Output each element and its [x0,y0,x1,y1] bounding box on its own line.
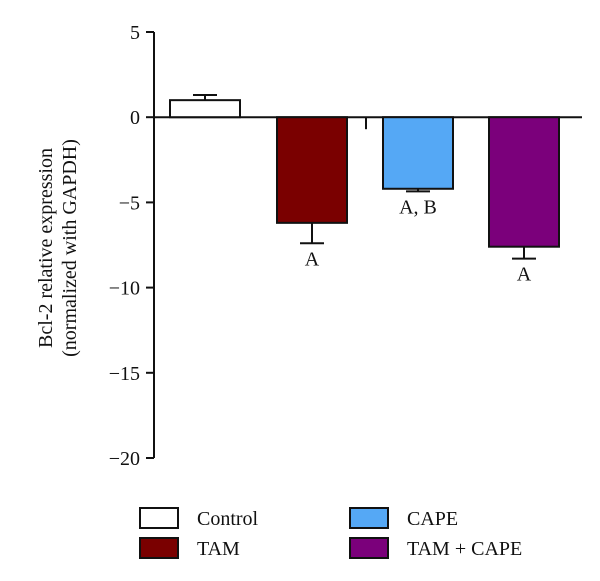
significance-label-2: A [305,248,320,270]
significance-label-4: A [517,264,532,286]
legend-label-3: CAPE [407,508,458,530]
plot-area: 5 0 −5 −10 −15 −20 Bcl-2 relative expression (n… [35,22,582,470]
bar-4 [488,116,560,248]
y-tick-label: −5 [119,192,140,214]
legend-swatch-4 [349,537,389,559]
y-axis-label: Bcl-2 relative expression (normalized wit… [35,139,81,357]
bar-1 [169,99,241,119]
y-tick-label: −20 [109,448,140,470]
legend-label-4: TAM + CAPE [407,538,522,560]
bar-2 [276,116,348,224]
y-tick-label: −10 [109,278,140,300]
y-tick-label: 5 [130,22,140,44]
significance-label-3: A, B [399,196,437,218]
legend-swatch-3 [349,507,389,529]
legend: Control TAM CAPE TAM + CAPE [139,507,522,560]
y-axis-label-line: Bcl-2 relative expression [35,148,57,348]
y-tick-label: 0 [130,107,140,129]
y-tick-label: −15 [109,363,140,385]
legend-swatch-2 [139,537,179,559]
y-axis-label-line: (normalized with GAPDH) [59,139,81,357]
bar-3 [382,116,454,190]
legend-swatch-1 [139,507,179,529]
legend-label-1: Control [197,508,259,530]
legend-label-2: TAM [197,538,240,560]
